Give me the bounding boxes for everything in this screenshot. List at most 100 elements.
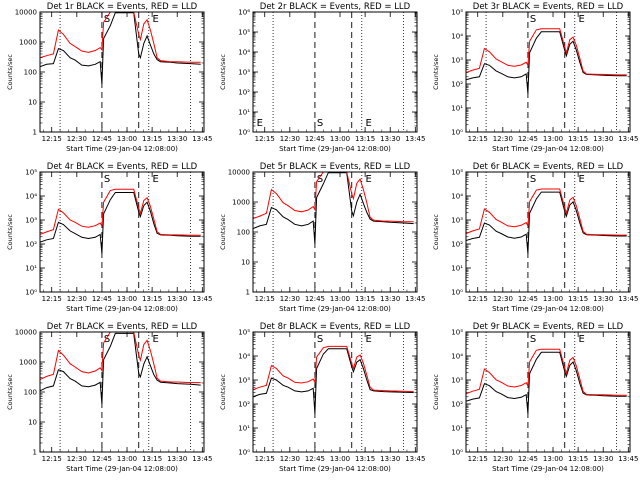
marker-letter: E xyxy=(152,174,158,185)
chart-title: Det 8r BLACK = Events, RED = LLD xyxy=(260,322,411,332)
y-tick-label: 10⁴ xyxy=(25,193,37,201)
x-tick-label: 12:45 xyxy=(305,295,325,303)
marker-letter: E xyxy=(365,174,371,185)
plot-frame xyxy=(465,11,631,133)
marker-letter: E xyxy=(578,14,584,25)
y-tick-label: 10² xyxy=(25,241,37,249)
series-events-line xyxy=(253,172,414,244)
y-tick-label: 10000 xyxy=(15,329,37,337)
x-tick-label: 13:45 xyxy=(192,135,212,143)
detector-chart-6: Det 6r BLACK = Events, RED = LLD Counts/s… xyxy=(432,162,638,313)
series-events-line xyxy=(40,332,201,404)
x-tick-label: 13:30 xyxy=(380,135,400,143)
plot-frame xyxy=(465,331,631,453)
y-axis-label: Counts/sec xyxy=(219,214,227,250)
y-tick-label: 10² xyxy=(451,241,463,249)
x-tick-label: 12:30 xyxy=(493,135,513,143)
y-tick-label: 10⁰ xyxy=(451,129,463,137)
detector-chart-8: Det 8r BLACK = Events, RED = LLD Counts/s… xyxy=(219,322,425,473)
x-tick-label: 12:30 xyxy=(67,295,87,303)
y-tick-label: 10 xyxy=(28,419,37,427)
x-tick-label: 13:30 xyxy=(380,295,400,303)
marker-letter: S xyxy=(317,118,323,129)
y-tick-label: 10³ xyxy=(451,217,463,225)
series-lld-line xyxy=(40,332,201,384)
x-tick-label: 13:15 xyxy=(568,135,588,143)
y-tick-label: 10² xyxy=(238,401,250,409)
y-tick-label: 10² xyxy=(451,401,463,409)
x-tick-label: 13:15 xyxy=(568,295,588,303)
plot-frame xyxy=(39,331,205,453)
y-tick-label: 10¹ xyxy=(238,425,250,433)
series-events-line xyxy=(40,12,201,84)
x-axis-label: Start Time (29-Jan-04 12:08:00) xyxy=(279,465,391,473)
x-tick-label: 13:45 xyxy=(618,455,638,463)
series-lld-line xyxy=(40,12,201,63)
marker-letter: S xyxy=(530,14,536,25)
chart-title: Det 5r BLACK = Events, RED = LLD xyxy=(260,162,411,172)
y-axis-label: Counts/sec xyxy=(6,374,14,410)
x-tick-label: 12:30 xyxy=(280,455,300,463)
x-tick-label: 12:30 xyxy=(493,455,513,463)
x-tick-label: 13:00 xyxy=(543,295,563,303)
x-axis-label: Start Time (29-Jan-04 12:08:00) xyxy=(279,305,391,313)
chart-title: Det 7r BLACK = Events, RED = LLD xyxy=(47,322,198,332)
x-tick-label: 13:00 xyxy=(330,295,350,303)
y-tick-label: 10⁰ xyxy=(238,449,250,457)
chart-title: Det 2r BLACK = Events, RED = LLD xyxy=(260,2,411,12)
y-tick-label: 10⁵ xyxy=(25,169,37,177)
x-tick-label: 13:00 xyxy=(330,455,350,463)
x-tick-label: 13:45 xyxy=(192,455,212,463)
y-tick-label: 10³ xyxy=(25,217,37,225)
y-tick-label: 10⁴ xyxy=(451,353,463,361)
detector-chart-9: Det 9r BLACK = Events, RED = LLD Counts/s… xyxy=(432,322,638,473)
x-tick-label: 12:45 xyxy=(518,135,538,143)
y-tick-label: 10⁰ xyxy=(451,449,463,457)
y-tick-label: 10² xyxy=(451,81,463,89)
x-tick-label: 12:30 xyxy=(493,295,513,303)
y-tick-label: 10⁴ xyxy=(451,193,463,201)
plot-frame xyxy=(252,11,418,133)
plot-frame xyxy=(465,171,631,293)
marker-letter: S xyxy=(530,174,536,185)
x-tick-label: 13:00 xyxy=(543,455,563,463)
chart-title: Det 1r BLACK = Events, RED = LLD xyxy=(47,2,198,12)
plot-frame xyxy=(252,171,418,293)
series-lld-line xyxy=(466,28,627,76)
x-tick-label: 12:45 xyxy=(305,135,325,143)
y-tick-label: 10 xyxy=(241,259,250,267)
x-tick-label: 13:45 xyxy=(405,135,425,143)
detector-chart-1: Det 1r BLACK = Events, RED = LLD Counts/s… xyxy=(6,2,212,153)
y-tick-label: 10⁵ xyxy=(238,29,250,37)
series-lld-line xyxy=(466,188,627,236)
x-tick-label: 12:30 xyxy=(280,135,300,143)
y-axis-label: Counts/sec xyxy=(432,374,440,410)
y-tick-label: 10⁰ xyxy=(451,289,463,297)
detector-chart-2: Det 2r BLACK = Events, RED = LLD Counts/s… xyxy=(219,2,425,153)
marker-letter: S xyxy=(530,334,536,345)
y-tick-label: 10³ xyxy=(238,69,250,77)
y-tick-label: 1000 xyxy=(232,199,250,207)
y-tick-label: 100 xyxy=(24,389,37,397)
x-tick-label: 12:15 xyxy=(468,455,488,463)
y-axis-label: Counts/sec xyxy=(432,54,440,90)
series-lld-line xyxy=(466,348,627,396)
x-tick-label: 12:15 xyxy=(468,135,488,143)
chart-title: Det 3r BLACK = Events, RED = LLD xyxy=(473,2,624,12)
x-axis-label: Start Time (29-Jan-04 12:08:00) xyxy=(492,465,604,473)
x-tick-label: 13:45 xyxy=(618,295,638,303)
x-tick-label: 12:15 xyxy=(42,455,62,463)
marker-letter: S xyxy=(104,14,110,25)
x-tick-label: 13:30 xyxy=(380,455,400,463)
y-tick-label: 10 xyxy=(28,99,37,107)
x-tick-label: 12:15 xyxy=(42,135,62,143)
detector-chart-3: Det 3r BLACK = Events, RED = LLD Counts/s… xyxy=(432,2,638,153)
plot-frame xyxy=(252,331,418,453)
x-tick-label: 13:15 xyxy=(142,295,162,303)
marker-letter: E xyxy=(578,174,584,185)
marker-letter: E xyxy=(578,334,584,345)
x-tick-label: 13:15 xyxy=(568,455,588,463)
x-tick-label: 13:15 xyxy=(355,135,375,143)
x-tick-label: 12:30 xyxy=(280,295,300,303)
